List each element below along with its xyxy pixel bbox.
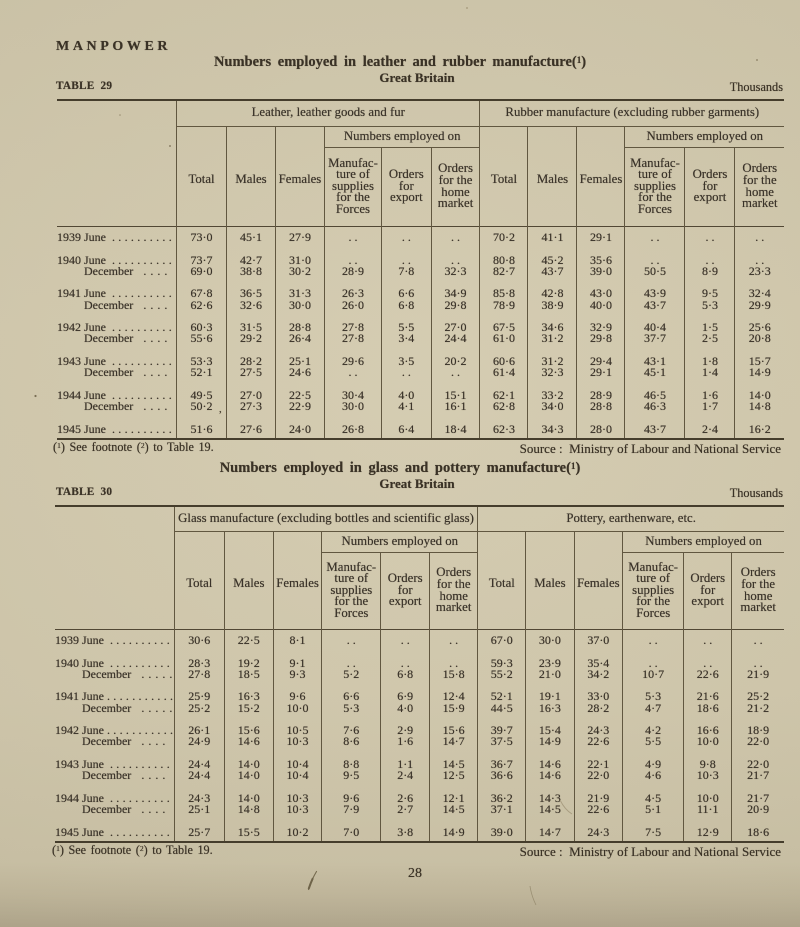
svg-text:,: , xyxy=(219,403,222,415)
